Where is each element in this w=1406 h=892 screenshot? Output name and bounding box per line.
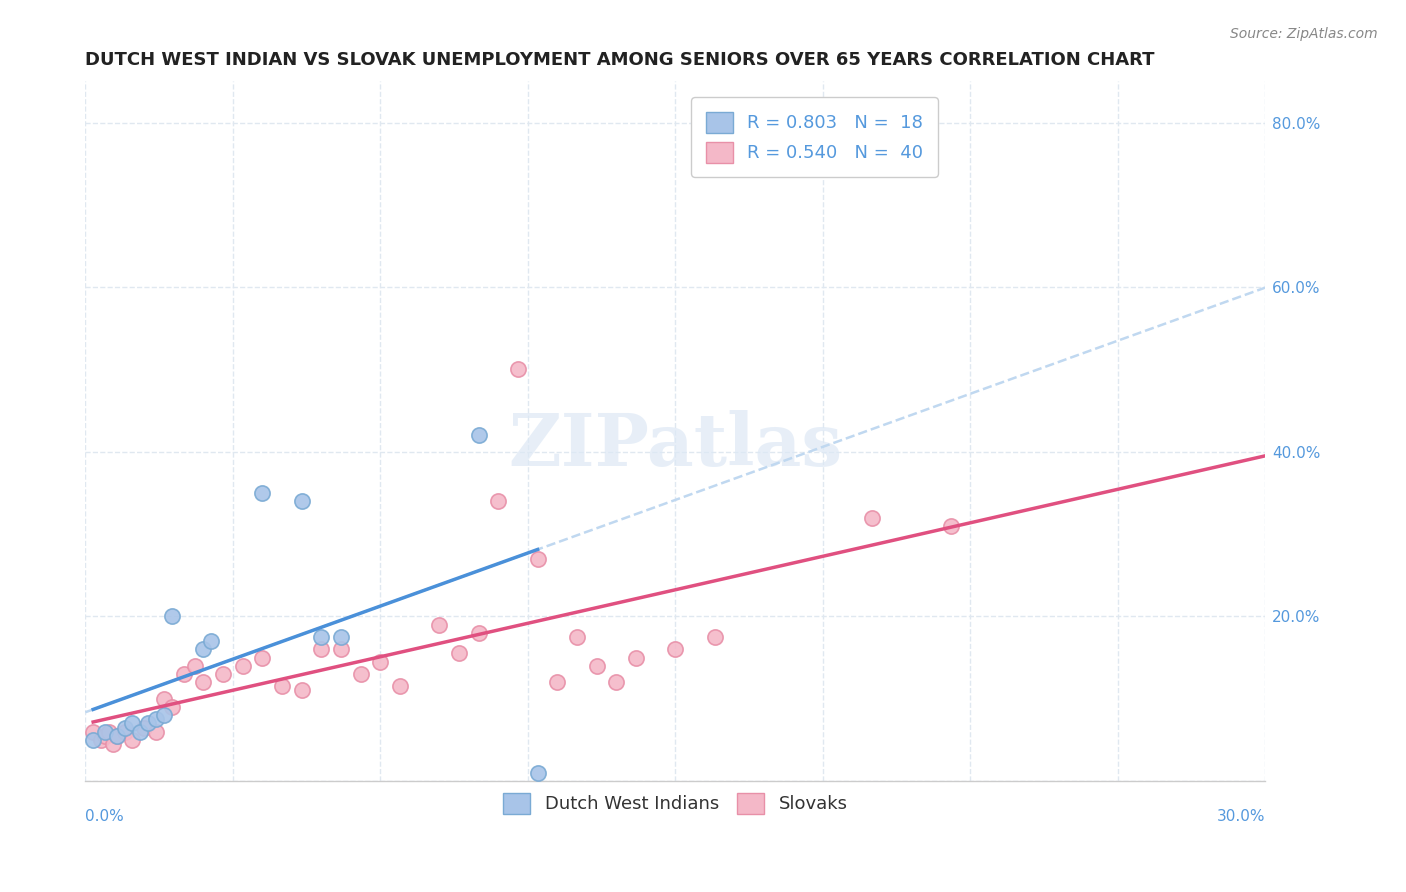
Point bbox=[114, 721, 136, 735]
Point bbox=[114, 724, 136, 739]
Point bbox=[664, 642, 686, 657]
Point bbox=[526, 765, 548, 780]
Point bbox=[349, 667, 371, 681]
Point bbox=[82, 732, 104, 747]
Point bbox=[153, 708, 176, 723]
Point bbox=[232, 658, 254, 673]
Point bbox=[467, 625, 489, 640]
Point bbox=[252, 650, 274, 665]
Point bbox=[330, 630, 353, 644]
Point bbox=[447, 647, 470, 661]
Point bbox=[291, 494, 314, 508]
Point bbox=[311, 630, 333, 644]
Point bbox=[506, 362, 529, 376]
Point bbox=[193, 642, 215, 657]
Text: 30.0%: 30.0% bbox=[1216, 809, 1265, 824]
Point bbox=[703, 630, 725, 644]
Text: DUTCH WEST INDIAN VS SLOVAK UNEMPLOYMENT AMONG SENIORS OVER 65 YEARS CORRELATION: DUTCH WEST INDIAN VS SLOVAK UNEMPLOYMENT… bbox=[86, 51, 1154, 69]
Point bbox=[605, 675, 627, 690]
Point bbox=[173, 667, 195, 681]
Text: ZIPatlas: ZIPatlas bbox=[508, 409, 842, 481]
Point bbox=[585, 658, 607, 673]
Point bbox=[94, 729, 117, 743]
Point bbox=[200, 634, 222, 648]
Point bbox=[134, 721, 156, 735]
Point bbox=[311, 642, 333, 657]
Point bbox=[291, 683, 314, 698]
Text: Source: ZipAtlas.com: Source: ZipAtlas.com bbox=[1230, 27, 1378, 41]
Point bbox=[467, 428, 489, 442]
Point bbox=[145, 724, 167, 739]
Point bbox=[526, 551, 548, 566]
Point bbox=[860, 510, 883, 524]
Point bbox=[546, 675, 568, 690]
Point bbox=[624, 650, 647, 665]
Point bbox=[388, 679, 411, 693]
Point bbox=[121, 716, 143, 731]
Point bbox=[101, 737, 124, 751]
Text: 0.0%: 0.0% bbox=[86, 809, 124, 824]
Point bbox=[153, 691, 176, 706]
Point bbox=[145, 712, 167, 726]
Point bbox=[330, 642, 353, 657]
Point bbox=[90, 732, 112, 747]
Point bbox=[82, 724, 104, 739]
Point bbox=[184, 658, 207, 673]
Point bbox=[486, 494, 509, 508]
Point bbox=[160, 609, 183, 624]
Point bbox=[939, 519, 962, 533]
Point bbox=[427, 617, 450, 632]
Point bbox=[368, 655, 391, 669]
Point bbox=[121, 732, 143, 747]
Point bbox=[105, 729, 128, 743]
Point bbox=[129, 724, 152, 739]
Point bbox=[160, 700, 183, 714]
Point bbox=[105, 729, 128, 743]
Point bbox=[193, 675, 215, 690]
Point bbox=[565, 630, 588, 644]
Point bbox=[271, 679, 294, 693]
Point bbox=[212, 667, 235, 681]
Point bbox=[136, 716, 159, 731]
Legend: Dutch West Indians, Slovaks: Dutch West Indians, Slovaks bbox=[496, 786, 855, 821]
Point bbox=[252, 486, 274, 500]
Point bbox=[94, 724, 117, 739]
Point bbox=[97, 724, 120, 739]
